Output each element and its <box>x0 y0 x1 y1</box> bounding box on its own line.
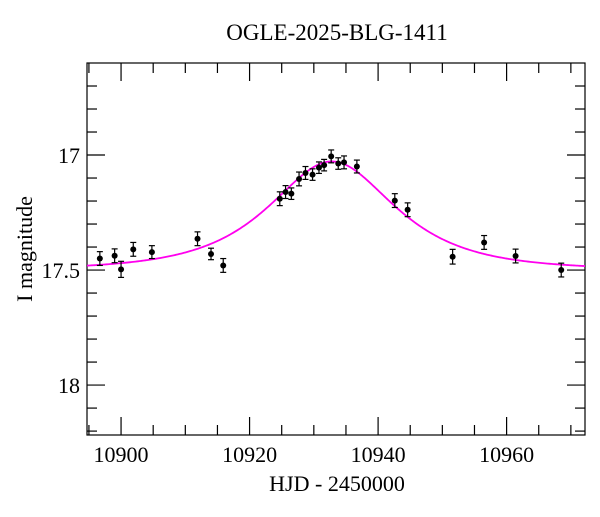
data-point <box>321 158 328 172</box>
axis-ticks <box>87 63 585 435</box>
photometry-point <box>282 189 289 196</box>
plot-frame <box>86 62 586 436</box>
photometry-point <box>130 246 137 253</box>
x-axis-label: HJD - 2450000 <box>269 471 405 496</box>
data-point <box>276 191 283 207</box>
data-point <box>148 245 155 260</box>
data-point <box>335 157 342 170</box>
axis-tick-labels: 10900 10920 10940 10960 17 17.5 18 <box>42 143 535 467</box>
data-point <box>449 248 456 265</box>
data-point <box>208 247 215 261</box>
photometry-point <box>481 239 488 246</box>
photometry-point <box>208 250 215 257</box>
photometry-point <box>148 249 155 256</box>
photometry-point <box>220 262 227 269</box>
photometry-point <box>404 206 411 213</box>
data-point <box>309 168 316 181</box>
data-point <box>130 241 137 257</box>
photometry-point <box>341 159 348 166</box>
data-point <box>328 149 335 164</box>
photometry-point <box>302 169 309 176</box>
photometry-point <box>96 255 103 262</box>
x-tick-label: 10920 <box>222 442 277 467</box>
photometry-point <box>391 197 398 204</box>
x-tick-label: 10900 <box>94 442 149 467</box>
photometry-point <box>512 253 519 260</box>
y-tick-label: 18 <box>58 373 80 398</box>
data-point <box>96 251 103 267</box>
y-tick-label: 17.5 <box>42 258 81 283</box>
data-point <box>194 231 201 247</box>
photometry-point <box>353 163 360 170</box>
photometry-point <box>194 235 201 242</box>
photometry-point <box>328 153 335 160</box>
data-point <box>512 248 519 264</box>
photometry-point <box>315 164 322 171</box>
photometry-point <box>449 253 456 260</box>
photometry-point <box>335 160 342 167</box>
axes-box <box>86 62 586 436</box>
data-point <box>404 202 411 218</box>
y-axis-label: I magnitude <box>12 196 37 302</box>
x-tick-label: 10940 <box>351 442 406 467</box>
data-point <box>296 171 303 187</box>
data-points <box>96 149 565 279</box>
data-point <box>481 234 488 250</box>
data-point <box>353 159 360 174</box>
data-point <box>302 165 309 181</box>
photometry-point <box>276 195 283 202</box>
data-point <box>111 248 118 264</box>
photometry-point <box>288 190 295 197</box>
data-point <box>315 161 322 175</box>
y-tick-label: 17 <box>58 143 80 168</box>
photometry-point <box>296 175 303 182</box>
data-point <box>282 185 289 200</box>
data-point <box>341 155 348 170</box>
data-point <box>118 260 125 279</box>
data-point <box>220 257 227 273</box>
data-point <box>288 187 295 201</box>
photometry-point <box>558 267 565 274</box>
photometry-point <box>111 252 118 259</box>
photometry-point <box>321 162 328 169</box>
photometry-point <box>309 171 316 178</box>
data-point <box>391 193 398 209</box>
x-tick-label: 10960 <box>479 442 534 467</box>
data-point <box>558 262 565 278</box>
photometry-point <box>118 266 125 273</box>
chart-title: OGLE-2025-BLG-1411 <box>226 20 447 45</box>
